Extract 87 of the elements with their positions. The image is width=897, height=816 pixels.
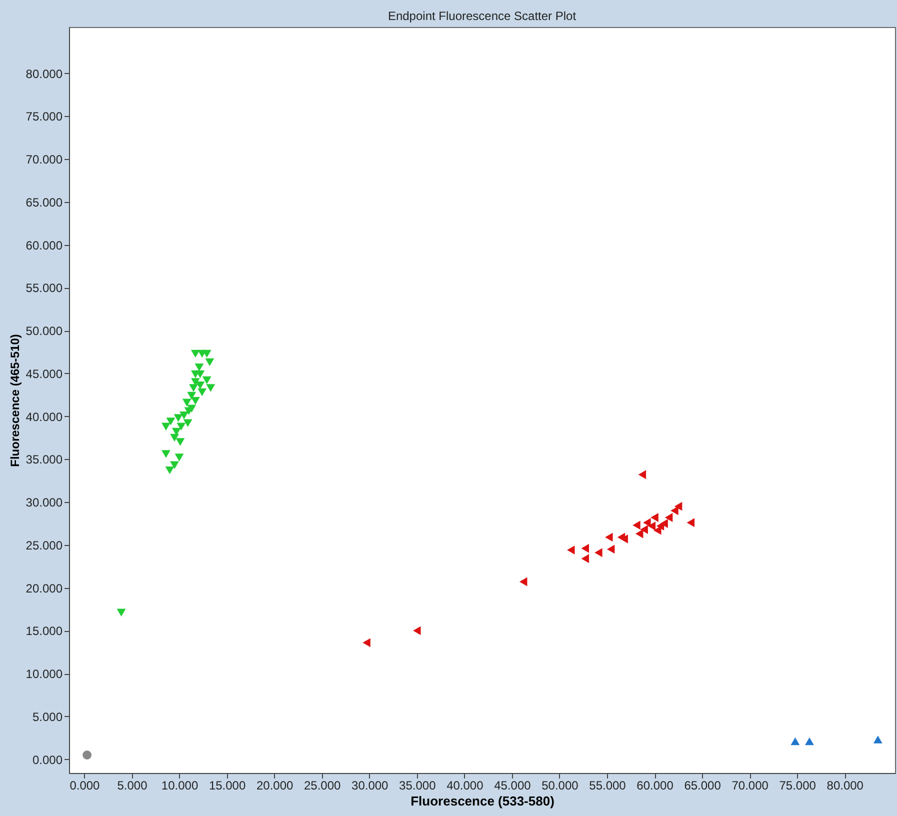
y-tick-label: 60.000 bbox=[26, 238, 63, 252]
y-tick-label: 30.000 bbox=[26, 496, 63, 510]
y-tick-label: 65.000 bbox=[26, 195, 63, 210]
point bbox=[205, 358, 214, 366]
x-tick-label: 5.000 bbox=[117, 778, 148, 792]
point bbox=[176, 422, 186, 430]
x-tick-label: 55.000 bbox=[589, 778, 626, 792]
point bbox=[196, 382, 205, 390]
y-axis-title: Fluorescence (465-510) bbox=[8, 334, 22, 467]
point bbox=[804, 737, 814, 746]
point bbox=[161, 422, 170, 430]
x-axis-title: Fluorescence (533-580) bbox=[410, 794, 554, 808]
x-tick-label: 45.000 bbox=[494, 778, 532, 792]
point bbox=[362, 638, 370, 648]
y-tick-label: 25.000 bbox=[26, 538, 63, 552]
point bbox=[174, 454, 184, 462]
y-tick-label: 75.000 bbox=[26, 110, 63, 124]
x-tick-label: 10.000 bbox=[161, 778, 198, 792]
point bbox=[202, 350, 212, 358]
point bbox=[187, 404, 196, 412]
point bbox=[189, 384, 198, 392]
x-tick-label: 80.000 bbox=[826, 778, 864, 792]
point bbox=[170, 434, 179, 442]
x-tick-label: 75.000 bbox=[779, 778, 816, 792]
x-tick-label: 70.000 bbox=[732, 778, 769, 792]
point bbox=[170, 461, 179, 470]
point bbox=[174, 414, 183, 422]
point bbox=[605, 532, 613, 542]
point bbox=[635, 529, 644, 538]
x-tick-label: 65.000 bbox=[684, 778, 722, 792]
y-tick-label: 10.000 bbox=[26, 667, 63, 682]
y-tick-label: 5.000 bbox=[32, 710, 63, 724]
point bbox=[581, 544, 590, 553]
point bbox=[413, 626, 421, 636]
point bbox=[180, 412, 188, 420]
y-tick-label: 80.000 bbox=[26, 66, 63, 81]
point bbox=[650, 513, 658, 522]
point bbox=[606, 544, 615, 554]
x-tick-label: 50.000 bbox=[542, 778, 579, 792]
x-tick-label: 0.000 bbox=[70, 778, 100, 792]
point bbox=[198, 388, 207, 396]
point bbox=[674, 502, 682, 511]
y-tick-label: 55.000 bbox=[26, 281, 63, 296]
point bbox=[632, 520, 640, 530]
point bbox=[161, 450, 170, 458]
point bbox=[165, 466, 174, 474]
point bbox=[638, 470, 646, 480]
y-tick-label: 0.000 bbox=[32, 752, 63, 767]
point bbox=[166, 418, 176, 426]
point bbox=[686, 518, 695, 528]
point bbox=[664, 513, 673, 522]
point bbox=[648, 522, 656, 531]
y-tick-label: 40.000 bbox=[26, 410, 63, 424]
x-tick-label: 60.000 bbox=[636, 778, 674, 792]
point bbox=[670, 506, 678, 516]
x-tick-label: 25.000 bbox=[304, 778, 342, 792]
x-tick-label: 35.000 bbox=[399, 778, 436, 792]
chart-title: Endpoint Fluorescence Scatter Plot bbox=[388, 9, 577, 23]
x-tick-label: 15.000 bbox=[208, 778, 246, 792]
point bbox=[182, 398, 192, 406]
y-tick-label: 20.000 bbox=[26, 581, 63, 596]
point bbox=[640, 525, 648, 534]
point bbox=[82, 750, 92, 760]
x-tick-label: 40.000 bbox=[446, 778, 484, 792]
y-tick-label: 70.000 bbox=[26, 152, 63, 167]
y-tick-label: 35.000 bbox=[26, 452, 63, 467]
x-tick-label: 30.000 bbox=[352, 778, 389, 792]
point bbox=[594, 548, 602, 558]
point bbox=[183, 419, 192, 428]
y-tick-label: 50.000 bbox=[26, 324, 63, 338]
point bbox=[581, 554, 590, 564]
point bbox=[620, 534, 628, 544]
point bbox=[196, 370, 205, 378]
point bbox=[519, 577, 528, 586]
y-tick-label: 15.000 bbox=[26, 624, 63, 638]
point bbox=[206, 384, 216, 392]
point bbox=[116, 608, 126, 617]
point bbox=[873, 736, 882, 744]
point bbox=[194, 364, 204, 372]
point bbox=[187, 392, 196, 400]
point bbox=[790, 737, 800, 746]
point bbox=[567, 546, 575, 555]
point bbox=[660, 519, 668, 528]
x-tick-label: 20.000 bbox=[256, 778, 294, 792]
point bbox=[202, 376, 212, 384]
y-tick-label: 45.000 bbox=[26, 366, 63, 381]
point bbox=[176, 438, 185, 446]
